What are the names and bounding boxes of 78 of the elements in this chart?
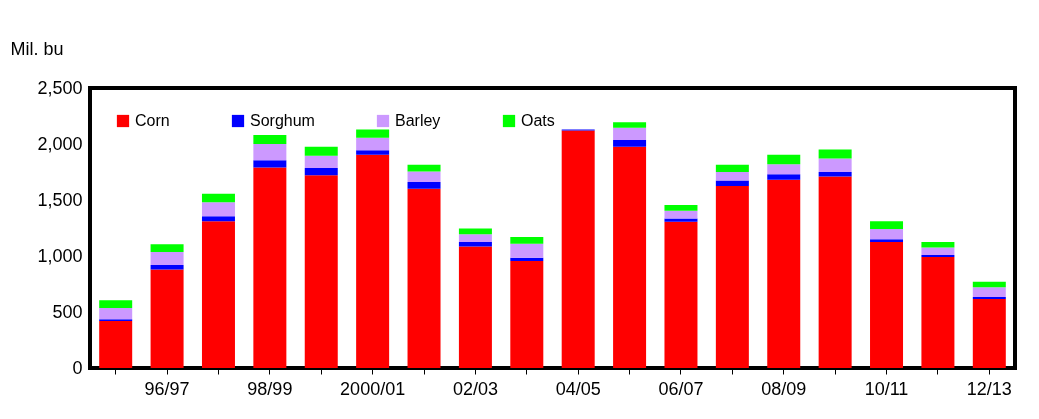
y-axis-title: Mil. bu <box>10 38 64 59</box>
x-tick-label: 96/97 <box>144 378 190 399</box>
bar <box>767 164 801 175</box>
y-tick-label: 1,000 <box>37 245 83 266</box>
bar <box>356 154 390 368</box>
bar <box>510 243 544 258</box>
y-tick-label: 0 <box>72 357 83 378</box>
bar <box>253 160 287 168</box>
bar <box>664 205 698 211</box>
bar <box>407 188 441 368</box>
bar <box>458 246 492 368</box>
bar <box>613 127 647 141</box>
bar <box>613 146 647 368</box>
bar <box>818 149 852 159</box>
bar <box>767 179 801 368</box>
bar <box>304 175 338 368</box>
bar <box>201 221 235 368</box>
bar <box>972 299 1006 368</box>
bar <box>664 221 698 368</box>
bar <box>561 130 595 368</box>
x-tick-label: 06/07 <box>658 378 704 399</box>
x-tick-label: 12/13 <box>966 378 1012 399</box>
bar <box>767 154 801 165</box>
bar <box>613 122 647 128</box>
bar <box>150 269 184 368</box>
bar <box>201 202 235 217</box>
bar <box>99 320 133 368</box>
bar <box>356 150 390 155</box>
bar <box>458 234 492 242</box>
bar <box>921 242 955 248</box>
bar <box>253 144 287 161</box>
y-tick-label: 500 <box>52 301 83 322</box>
bar <box>99 300 133 309</box>
legend-label: Oats <box>521 112 555 129</box>
bar <box>870 242 904 368</box>
bar <box>870 229 904 240</box>
bar <box>818 176 852 368</box>
x-tick-label: 98/99 <box>247 378 293 399</box>
bar <box>870 221 904 230</box>
bar <box>304 168 338 176</box>
x-tick-label: 10/11 <box>864 378 909 399</box>
bar <box>356 137 390 151</box>
bar <box>201 216 235 222</box>
bar <box>150 244 184 253</box>
bar <box>870 239 904 242</box>
legend-label: Corn <box>135 112 170 129</box>
x-tick-label: 08/09 <box>761 378 807 399</box>
y-tick-label: 1,500 <box>37 189 83 210</box>
legend-label: Sorghum <box>250 112 315 129</box>
bar <box>201 193 235 203</box>
bar <box>253 167 287 368</box>
x-tick-label: 02/03 <box>452 378 498 399</box>
bar <box>99 308 133 320</box>
bar <box>664 218 698 222</box>
x-tick-label: 04/05 <box>555 378 601 399</box>
bar <box>921 257 955 368</box>
bar <box>613 140 647 147</box>
bar <box>150 252 184 265</box>
bar <box>818 158 852 172</box>
y-tick-label: 2,500 <box>37 77 83 98</box>
bar <box>715 180 749 186</box>
legend-label: Barley <box>395 112 441 129</box>
y-tick-label: 2,000 <box>37 133 83 154</box>
bar <box>972 287 1006 297</box>
bar <box>921 247 955 255</box>
bar <box>715 186 749 368</box>
bar <box>407 171 441 183</box>
bar <box>304 146 338 156</box>
bar <box>510 236 544 244</box>
bar <box>767 174 801 180</box>
bar <box>253 135 287 144</box>
bar <box>715 172 749 181</box>
bar <box>407 182 441 189</box>
x-tick-label: 2000/01 <box>340 378 406 399</box>
bar <box>510 261 544 368</box>
bar <box>356 129 390 138</box>
bar <box>715 164 749 172</box>
bar <box>304 155 338 169</box>
